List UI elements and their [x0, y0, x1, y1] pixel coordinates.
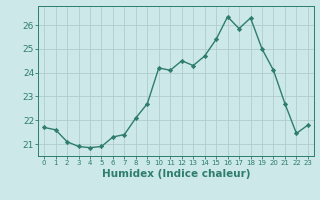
X-axis label: Humidex (Indice chaleur): Humidex (Indice chaleur): [102, 169, 250, 179]
